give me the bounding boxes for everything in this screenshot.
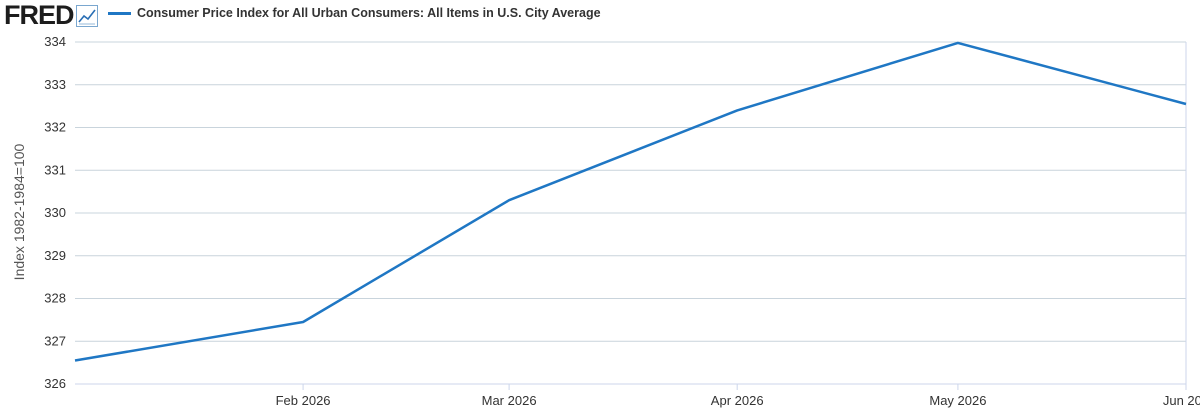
x-tick-label: Jun 202 bbox=[1163, 393, 1200, 408]
y-tick-label: 328 bbox=[44, 291, 66, 306]
x-tick-label: Feb 2026 bbox=[276, 393, 331, 408]
series-line[interactable] bbox=[74, 41, 1187, 362]
data-point[interactable] bbox=[506, 197, 512, 203]
data-point[interactable] bbox=[734, 107, 740, 113]
x-tick-label: Apr 2026 bbox=[711, 393, 764, 408]
series-layer bbox=[72, 40, 1189, 363]
data-point[interactable] bbox=[300, 319, 306, 325]
line-chart-icon bbox=[75, 4, 98, 27]
y-tick-label: 326 bbox=[44, 376, 66, 391]
y-tick-label: 331 bbox=[44, 162, 66, 177]
legend-series-label: Consumer Price Index for All Urban Consu… bbox=[137, 6, 601, 20]
data-point[interactable] bbox=[72, 357, 78, 363]
x-tick-label: May 2026 bbox=[929, 393, 986, 408]
y-tick-label: 330 bbox=[44, 205, 66, 220]
y-tick-label: 332 bbox=[44, 120, 66, 135]
axis-layer: 326 327 328 329 330 331 332 333 334 Feb 2026 Mar 2… bbox=[44, 34, 1200, 408]
logo-text: FRED bbox=[4, 0, 74, 30]
data-point[interactable] bbox=[1183, 101, 1189, 107]
y-tick-label: 334 bbox=[44, 34, 66, 49]
x-tick-label: Mar 2026 bbox=[482, 393, 537, 408]
grid-layer bbox=[75, 41, 1187, 385]
y-tick-label: 327 bbox=[44, 333, 66, 348]
legend[interactable]: Consumer Price Index for All Urban Consu… bbox=[108, 6, 601, 20]
y-tick-label: 329 bbox=[44, 248, 66, 263]
legend-swatch bbox=[108, 11, 131, 15]
y-tick-label: 333 bbox=[44, 77, 66, 92]
fred-logo[interactable]: FRED bbox=[4, 2, 98, 29]
data-point[interactable] bbox=[955, 40, 961, 46]
y-axis-label: Index 1982-1984=100 bbox=[11, 143, 27, 280]
